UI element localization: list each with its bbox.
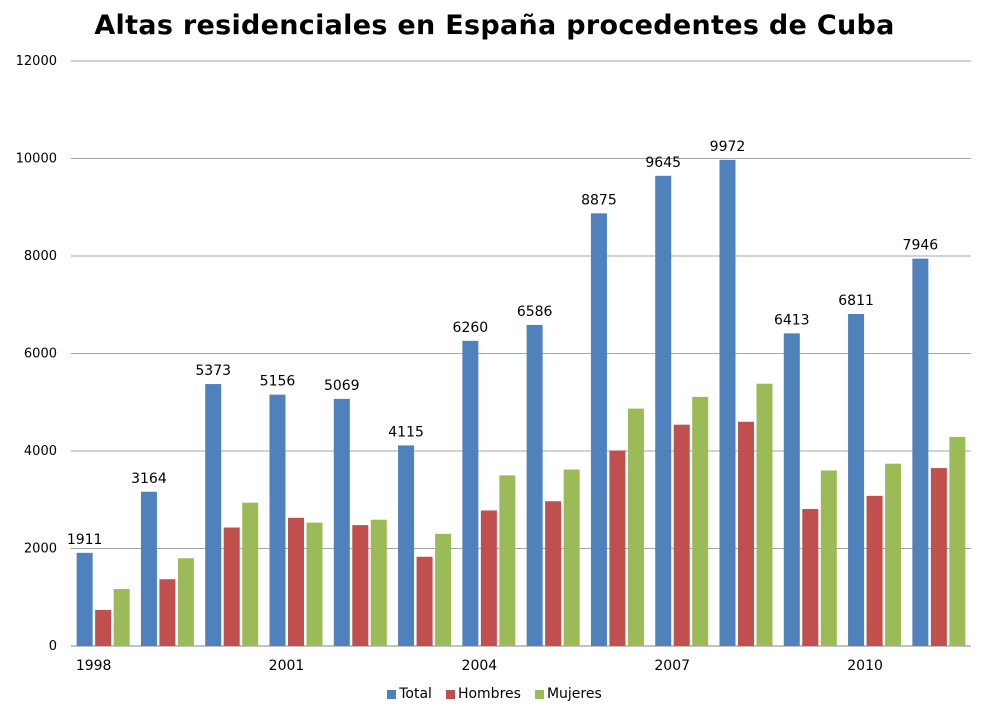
data-label: 8875 [581, 192, 617, 208]
bar-total [912, 258, 929, 646]
data-label: 3164 [131, 471, 167, 487]
legend: Total Hombres Mujeres [0, 686, 989, 702]
bar-mujeres [370, 519, 387, 646]
bar-hombres [802, 509, 819, 646]
data-label: 9972 [710, 139, 746, 155]
y-tick-label: 8000 [24, 249, 57, 264]
bar-hombres [673, 424, 690, 646]
bar-total [783, 333, 800, 646]
bar-hombres [480, 510, 497, 646]
bar-hombres [545, 501, 562, 646]
bar-total [269, 394, 286, 646]
bar-mujeres [499, 475, 516, 646]
legend-item-mujeres: Mujeres [534, 686, 602, 702]
bar-hombres [95, 609, 112, 646]
bar-mujeres [756, 383, 773, 646]
x-tick-label: 2001 [269, 658, 305, 674]
bar-total [205, 384, 222, 646]
y-tick-label: 12000 [16, 54, 57, 69]
data-label: 5069 [324, 378, 360, 394]
legend-swatch-hombres [445, 689, 455, 699]
x-tick-label: 1998 [76, 658, 112, 674]
bar-total [848, 313, 865, 646]
data-label: 5373 [195, 363, 231, 379]
bar-total [333, 398, 350, 646]
bar-mujeres [949, 436, 966, 646]
bar-mujeres [885, 463, 902, 646]
bar-mujeres [113, 588, 130, 646]
data-label: 1911 [67, 532, 103, 548]
y-tick-label: 10000 [16, 152, 57, 167]
legend-label-hombres: Hombres [457, 686, 521, 702]
data-label: 7946 [903, 238, 939, 254]
bar-total [719, 159, 736, 647]
y-tick-label: 0 [49, 639, 57, 654]
legend-label-total: Total [399, 686, 432, 702]
bar-hombres [930, 468, 947, 646]
x-tick-label: 2010 [847, 658, 883, 674]
bar-hombres [738, 421, 754, 646]
bar-total [398, 445, 415, 646]
legend-item-total: Total [387, 686, 432, 702]
data-label: 5156 [260, 374, 296, 390]
legend-label-mujeres: Mujeres [546, 686, 602, 702]
bar-total [462, 340, 479, 646]
bar-total [76, 552, 93, 646]
legend-swatch-total [387, 689, 397, 699]
bar-mujeres [242, 502, 259, 646]
legend-swatch-mujeres [534, 689, 544, 699]
bar-mujeres [177, 558, 194, 646]
data-label: 4115 [388, 424, 424, 440]
bar-hombres [866, 495, 883, 646]
bar-total [655, 175, 672, 646]
data-label: 6413 [774, 312, 810, 328]
x-tick-label: 2007 [654, 658, 690, 674]
bar-total [140, 491, 157, 646]
data-label: 6811 [838, 293, 874, 309]
chart-title: Altas residenciales en España procedente… [94, 10, 895, 41]
bar-hombres [352, 525, 369, 646]
bar-mujeres [563, 469, 580, 646]
bar-hombres [223, 527, 240, 646]
x-tick-label: 2004 [462, 658, 498, 674]
data-label: 6260 [453, 320, 489, 336]
bar-hombres [159, 579, 176, 646]
y-tick-label: 6000 [24, 347, 57, 362]
bar-mujeres [306, 522, 323, 646]
bar-hombres [609, 450, 626, 646]
bar-hombres [416, 556, 433, 646]
bar-mujeres [627, 408, 644, 646]
bar-total [526, 324, 543, 646]
legend-item-hombres: Hombres [445, 686, 521, 702]
data-label: 9645 [645, 155, 681, 171]
bar-mujeres [820, 470, 837, 646]
bar-mujeres [692, 396, 709, 646]
y-tick-label: 4000 [24, 444, 57, 459]
bar-total [590, 213, 607, 646]
data-label: 6586 [517, 304, 553, 320]
bar-mujeres [435, 533, 452, 646]
y-tick-label: 2000 [24, 542, 57, 557]
bar-hombres [288, 517, 304, 646]
